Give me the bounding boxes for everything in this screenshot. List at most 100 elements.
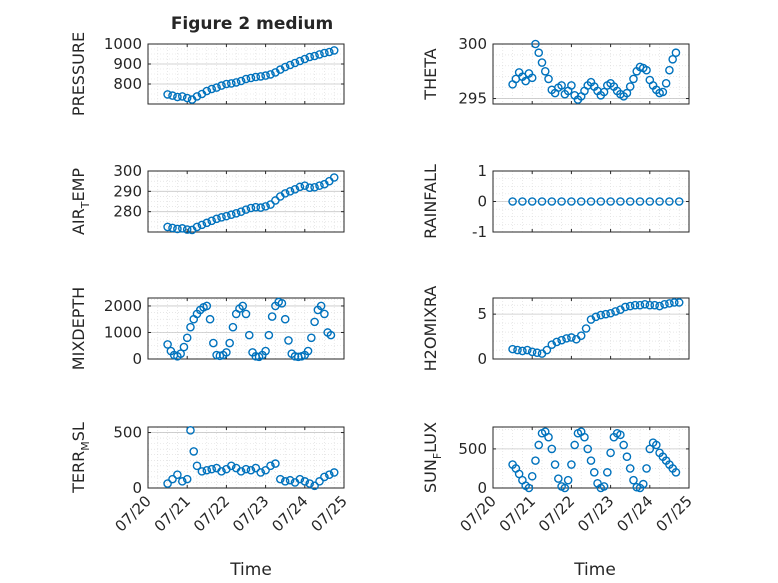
data-point bbox=[246, 465, 256, 475]
data-point bbox=[596, 197, 606, 206]
data-point bbox=[202, 86, 212, 96]
data-point bbox=[576, 331, 586, 340]
data-point bbox=[537, 349, 547, 358]
data-point bbox=[625, 82, 635, 91]
data-point bbox=[236, 207, 246, 216]
y-tick-label: 0 bbox=[132, 350, 142, 368]
data-point bbox=[544, 432, 553, 442]
data-point bbox=[630, 300, 640, 310]
data-point bbox=[177, 224, 187, 233]
data-point bbox=[275, 474, 285, 484]
y-axis-label: SUNFLUX bbox=[421, 422, 444, 493]
data-point bbox=[645, 197, 655, 206]
y-axis-label-part: T bbox=[79, 201, 92, 209]
y-tick-label: 900 bbox=[113, 55, 142, 73]
data-point bbox=[629, 74, 638, 84]
y-tick-label: 0 bbox=[477, 350, 487, 368]
data-point bbox=[202, 465, 212, 475]
data-point bbox=[182, 474, 192, 484]
data-point bbox=[295, 474, 305, 484]
y-axis-label-part: LUX bbox=[421, 422, 440, 453]
data-point bbox=[320, 472, 329, 482]
data-point bbox=[537, 197, 547, 206]
data-point bbox=[329, 46, 339, 55]
data-point bbox=[189, 447, 199, 456]
data-point bbox=[583, 444, 593, 454]
data-point bbox=[173, 224, 182, 234]
data-point bbox=[591, 312, 601, 322]
data-point bbox=[671, 48, 681, 58]
data-point bbox=[173, 470, 182, 479]
axes-box bbox=[147, 43, 345, 105]
data-point bbox=[207, 84, 216, 94]
data-point bbox=[532, 348, 542, 358]
data-point bbox=[163, 90, 172, 99]
data-point bbox=[186, 426, 195, 435]
data-point bbox=[231, 78, 241, 87]
data-point bbox=[320, 48, 329, 58]
y-axis-label-part: EMP bbox=[69, 168, 88, 202]
subplot-mixdepth: 0 1000 2000 MIXDEPTH bbox=[69, 287, 345, 370]
data-point bbox=[619, 440, 628, 450]
x-tick-label: 07/23 bbox=[574, 492, 617, 535]
data-point bbox=[197, 220, 207, 230]
data-point bbox=[599, 482, 609, 491]
data-point bbox=[202, 218, 212, 228]
data-point bbox=[537, 58, 547, 67]
data-point bbox=[179, 342, 189, 352]
data-point bbox=[226, 461, 236, 471]
x-tick-label: 07/20 bbox=[457, 492, 500, 535]
data-point bbox=[616, 305, 625, 314]
y-axis-label-part: SUN bbox=[421, 459, 440, 493]
data-point bbox=[586, 197, 596, 206]
data-point bbox=[550, 460, 560, 469]
data-point bbox=[225, 338, 234, 348]
data-point bbox=[326, 330, 336, 340]
data-point bbox=[616, 197, 625, 206]
data-point bbox=[674, 197, 684, 206]
data-point bbox=[168, 223, 177, 233]
data-point bbox=[547, 340, 557, 349]
data-point bbox=[547, 444, 557, 454]
data-point bbox=[182, 93, 192, 103]
y-axis-label-part: MIXDEPTH bbox=[69, 287, 88, 370]
y-axis-label-part: RAINFALL bbox=[421, 164, 440, 239]
data-point bbox=[256, 72, 266, 81]
data-point bbox=[552, 337, 562, 347]
data-point bbox=[531, 456, 540, 465]
data-point bbox=[192, 92, 202, 101]
data-point bbox=[589, 468, 599, 477]
data-point bbox=[324, 470, 334, 479]
data-point bbox=[305, 183, 315, 192]
data-point bbox=[256, 203, 266, 212]
data-point bbox=[562, 334, 571, 343]
data-point bbox=[554, 474, 563, 483]
data-point bbox=[277, 299, 287, 308]
y-axis-label: RAINFALL bbox=[421, 164, 440, 239]
data-point bbox=[665, 197, 674, 206]
y-tick-label: 0 bbox=[477, 479, 487, 497]
data-point bbox=[540, 66, 550, 76]
data-point bbox=[284, 336, 293, 345]
data-point bbox=[580, 432, 589, 442]
data-point bbox=[310, 317, 319, 327]
data-point bbox=[261, 346, 270, 356]
data-point bbox=[642, 65, 651, 75]
data-point bbox=[642, 464, 651, 473]
data-point bbox=[207, 464, 216, 474]
data-point bbox=[625, 301, 635, 311]
data-point bbox=[606, 448, 615, 458]
data-point bbox=[315, 50, 324, 59]
y-tick-label: 290 bbox=[113, 182, 142, 200]
y-axis-label: PRESSURE bbox=[69, 32, 88, 116]
data-point bbox=[621, 302, 630, 312]
data-point bbox=[217, 467, 226, 476]
data-point bbox=[212, 214, 221, 224]
data-point bbox=[670, 298, 679, 307]
y-tick-label: 300 bbox=[113, 162, 142, 180]
y-tick-label: 500 bbox=[458, 440, 487, 458]
data-point bbox=[310, 481, 319, 491]
data-point bbox=[241, 74, 251, 84]
